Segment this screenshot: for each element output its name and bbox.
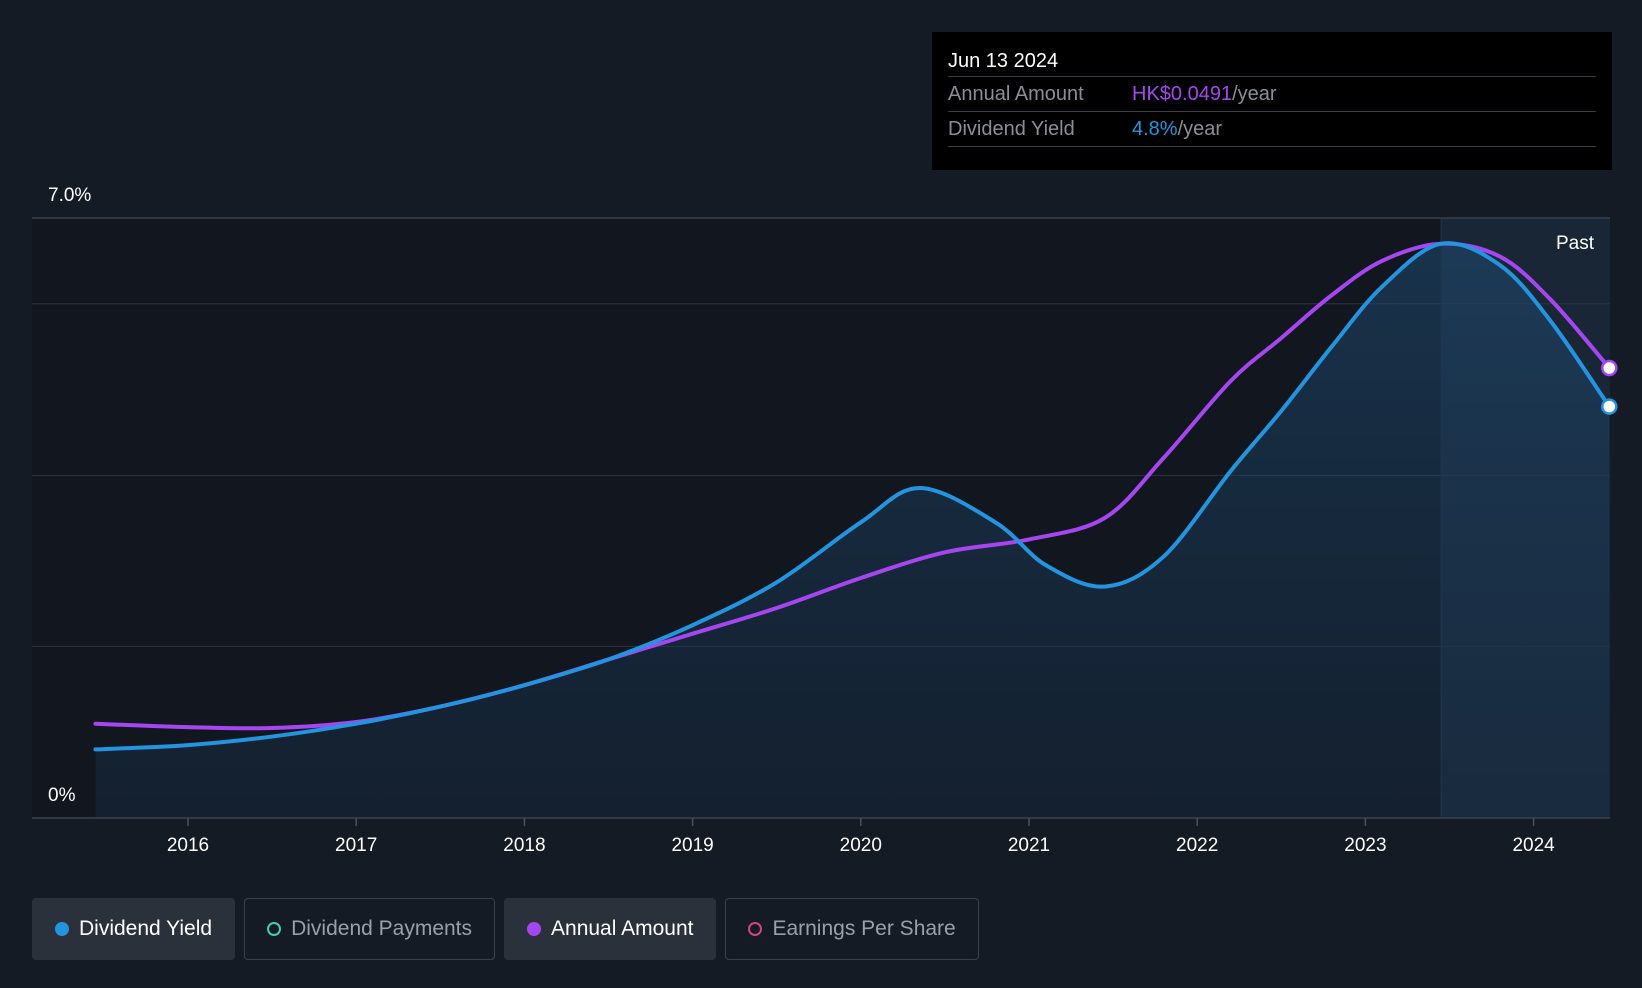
legend-annual-amount[interactable]: Annual Amount [504, 898, 717, 960]
tooltip-yield-row: Dividend Yield 4.8%/year [948, 111, 1596, 147]
x-tick-label: 2022 [1176, 835, 1218, 856]
annual-amount-end-marker [1601, 359, 1618, 377]
tooltip-date: Jun 13 2024 [948, 50, 1059, 72]
legend-dividend-payments[interactable]: Dividend Payments [244, 898, 496, 960]
x-tick-label: 2018 [503, 835, 545, 856]
dividend-chart: 2016 2017 2018 2019 2020 2021 2022 2023 2024 7.0… [32, 185, 1618, 856]
legend-dividend-yield[interactable]: Dividend Yield [32, 898, 236, 960]
annual-amount-dot-icon [527, 922, 542, 936]
x-tick-label: 2020 [840, 835, 882, 856]
tooltip-annual-value: HK$0.0491 [1132, 83, 1233, 105]
legend-label: Annual Amount [551, 917, 694, 940]
legend-earnings-per-share[interactable]: Earnings Per Share [725, 898, 979, 960]
tooltip-yield-unit: /year [1177, 118, 1223, 140]
x-tick-label: 2021 [1008, 835, 1050, 856]
x-tick-label: 2017 [335, 835, 377, 856]
x-tick-label: 2019 [671, 835, 713, 856]
tooltip-annual-row: Annual Amount HK$0.0491/year [948, 76, 1596, 111]
y-tick-max: 7.0% [48, 185, 91, 206]
legend-label: Earnings Per Share [772, 917, 956, 940]
tooltip-yield-value: 4.8% [1132, 118, 1178, 140]
tooltip: Jun 13 2024 Annual Amount HK$0.0491/year… [932, 32, 1612, 170]
earnings-per-share-dot-icon [748, 922, 763, 936]
x-tick-label: 2023 [1344, 835, 1386, 856]
tooltip-annual-unit: /year [1232, 83, 1277, 105]
dividend-yield-end-marker [1601, 398, 1618, 415]
past-label: Past [1556, 233, 1595, 254]
y-tick-min: 0% [48, 785, 76, 806]
x-tick-label: 2024 [1512, 835, 1555, 856]
legend: Dividend Yield Dividend Payments Annual … [32, 898, 979, 960]
dividend-payments-dot-icon [267, 922, 282, 936]
dividend-yield-line [93, 241, 1612, 752]
legend-label: Dividend Yield [79, 917, 213, 940]
tooltip-annual-label: Annual Amount [948, 83, 1084, 105]
dividend-yield-area [95, 243, 1610, 818]
dividend-yield-dot-icon [55, 922, 69, 936]
x-tick-label: 2016 [167, 835, 209, 856]
legend-label: Dividend Payments [291, 917, 473, 940]
tooltip-yield-label: Dividend Yield [948, 118, 1075, 140]
